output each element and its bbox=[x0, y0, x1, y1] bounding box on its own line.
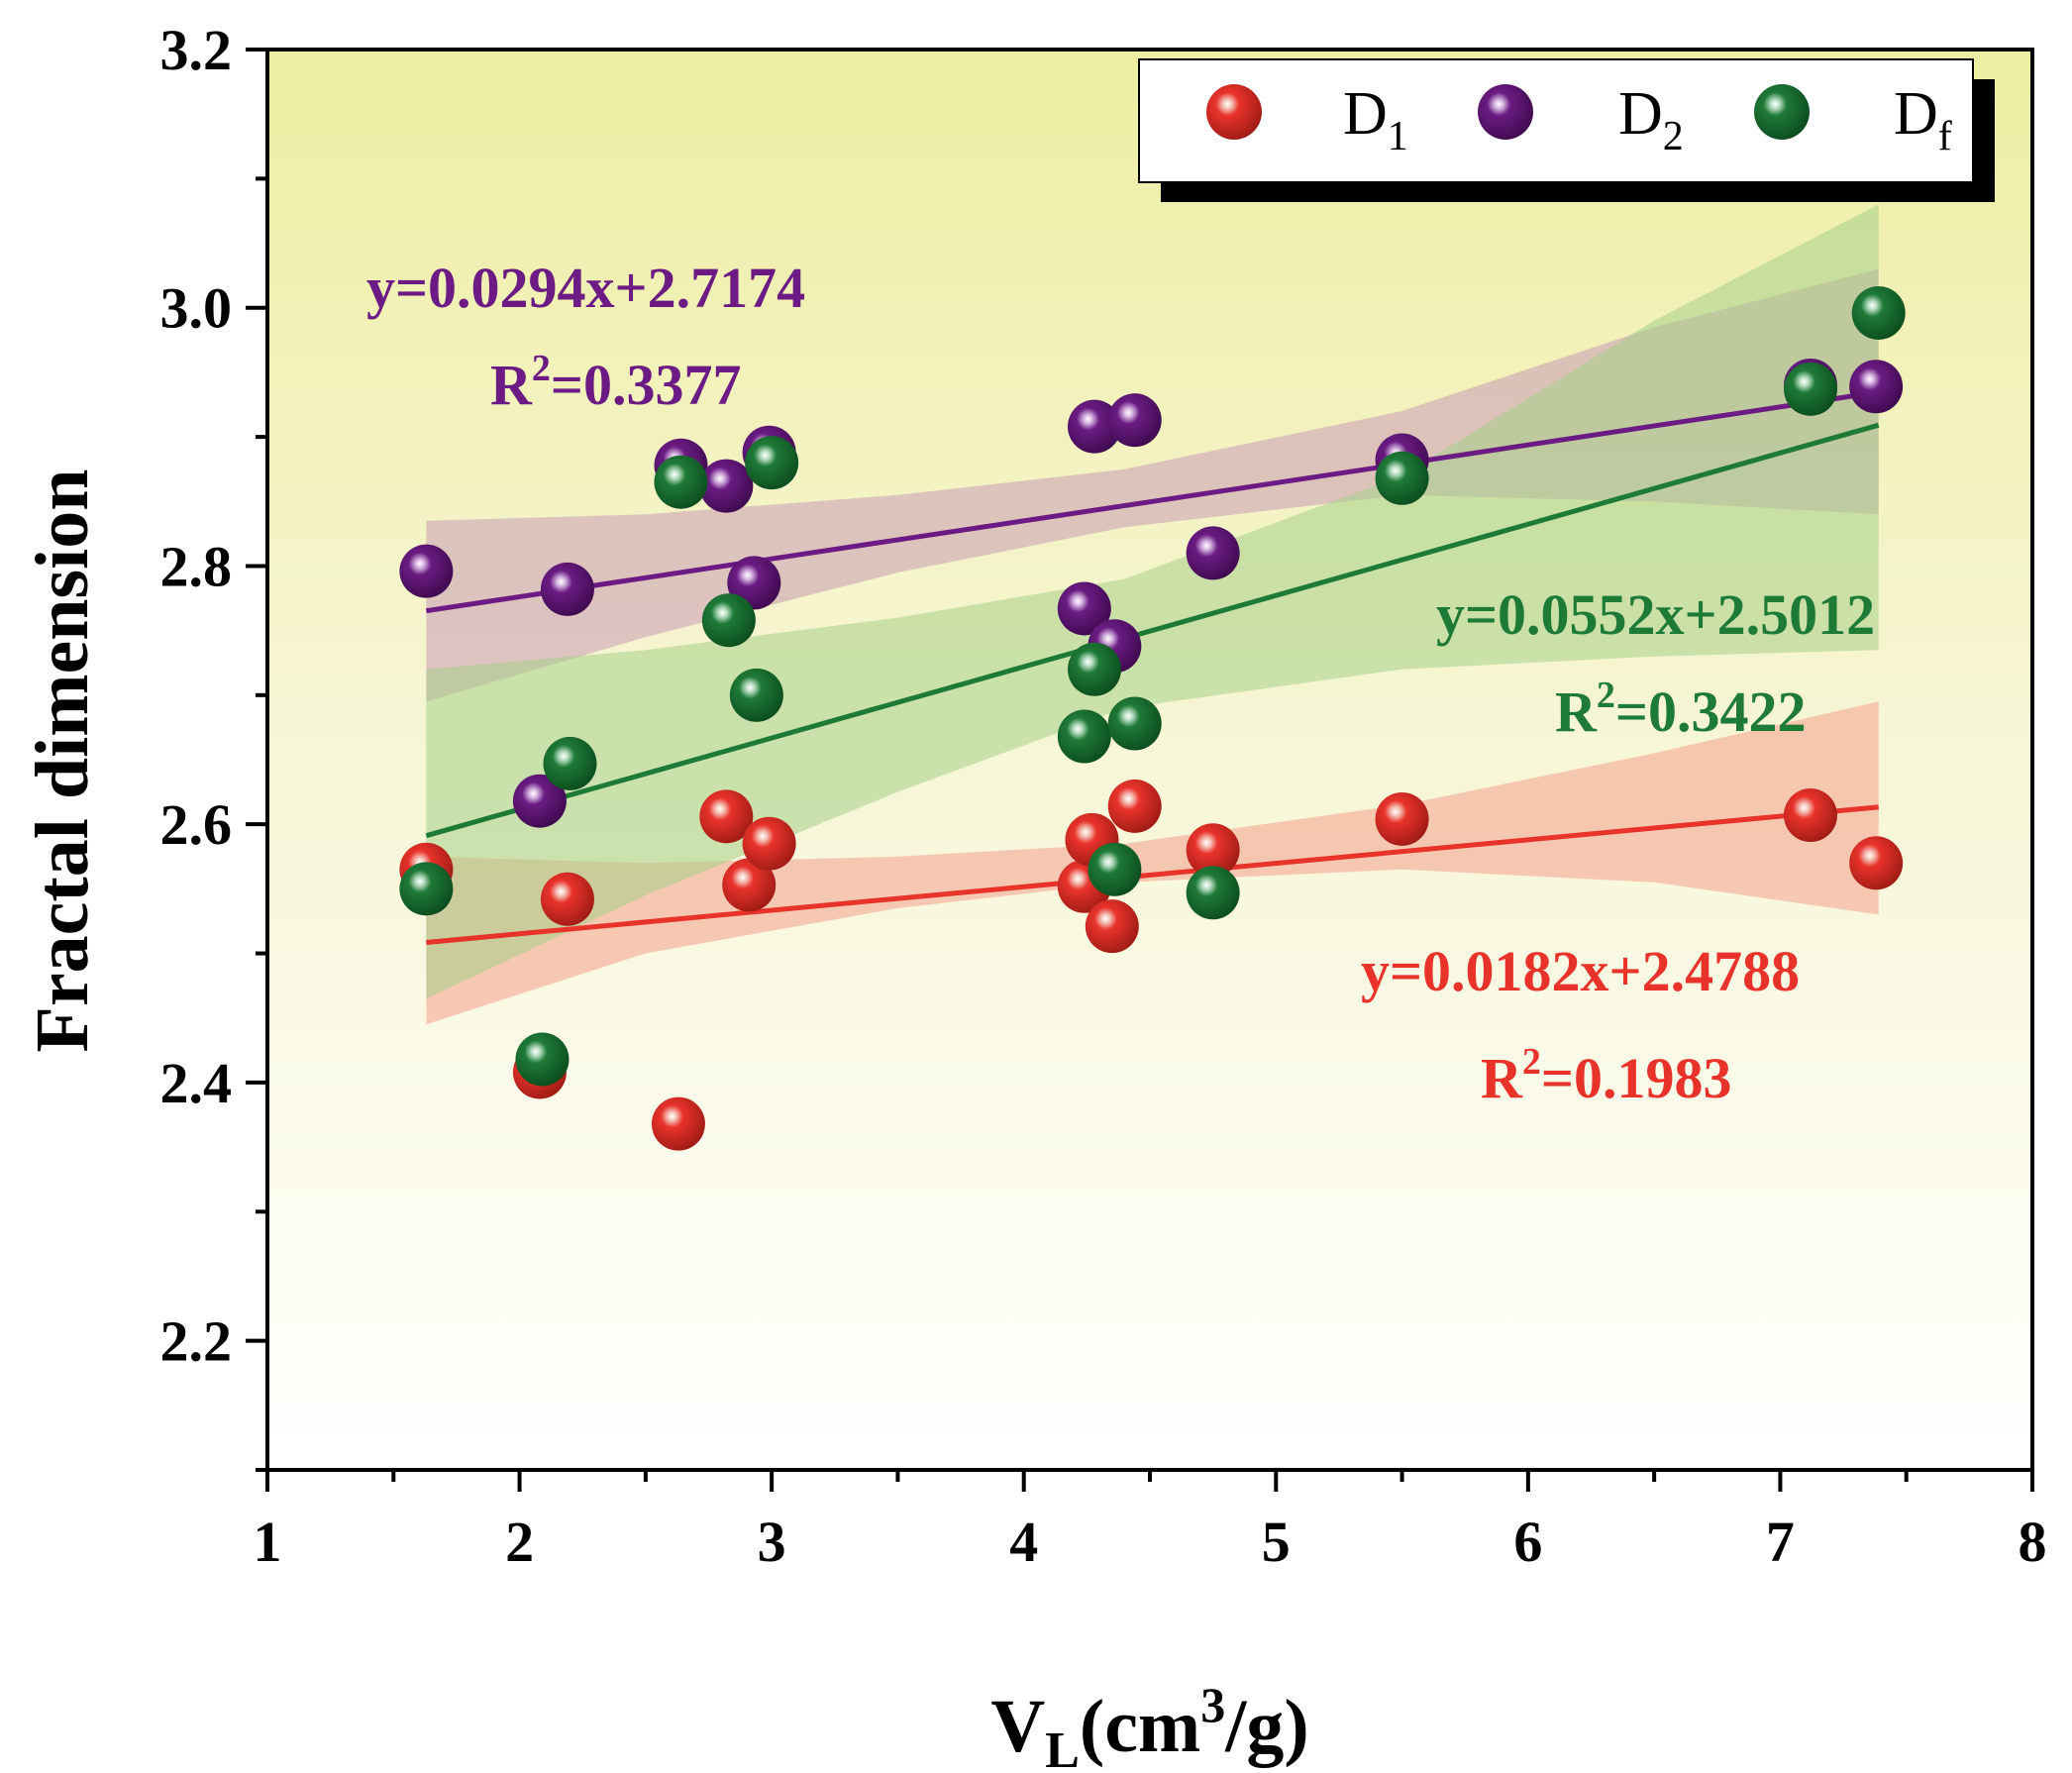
x-tick-label-5: 5 bbox=[1262, 1510, 1291, 1574]
y-tick-label-2.2: 2.2 bbox=[160, 1309, 233, 1374]
point-df-10 bbox=[1107, 696, 1162, 751]
fit-line-d1 bbox=[426, 804, 1879, 945]
point-d2-1 bbox=[512, 774, 567, 828]
point-df-1 bbox=[515, 1032, 570, 1087]
point-df-3 bbox=[654, 455, 708, 509]
point-d1-2 bbox=[540, 872, 594, 926]
point-df-8 bbox=[1067, 642, 1121, 696]
equation-d2: y=0.0294x+2.7174 bbox=[366, 256, 805, 320]
point-df-13 bbox=[1783, 362, 1837, 416]
legend-label-df: Df bbox=[1894, 80, 1952, 159]
legend-marker-df bbox=[1754, 84, 1810, 140]
fit-lines bbox=[425, 389, 1880, 945]
point-df-4 bbox=[701, 593, 756, 648]
confidence-band-d1 bbox=[426, 701, 1879, 1025]
point-d1-14 bbox=[1849, 836, 1904, 890]
y-tick-label-3.2: 3.2 bbox=[160, 18, 233, 82]
y-axis-title: Fractal dimension bbox=[21, 469, 104, 1053]
x-axis-ticks: 1 2 3 4 5 6 7 8 bbox=[254, 1470, 2047, 1574]
point-df-12 bbox=[1375, 451, 1429, 505]
x-tick-label-4: 4 bbox=[1009, 1510, 1038, 1574]
x-tick-label-2: 2 bbox=[505, 1510, 534, 1574]
point-d1-13 bbox=[1783, 788, 1837, 843]
confidence-bands bbox=[426, 204, 1879, 1025]
point-d1-3 bbox=[651, 1096, 705, 1151]
legend-marker-d2 bbox=[1478, 84, 1533, 140]
r2-d2: R2=0.3377 bbox=[490, 348, 741, 417]
point-d2-5 bbox=[727, 556, 781, 610]
confidence-band-df bbox=[426, 204, 1879, 999]
point-df-14 bbox=[1851, 285, 1906, 340]
point-d2-4 bbox=[699, 459, 754, 513]
legend-box bbox=[1138, 58, 1974, 183]
point-d2-0 bbox=[399, 544, 454, 598]
x-tick-label-6: 6 bbox=[1513, 1510, 1542, 1574]
legend: D1 D2 Df bbox=[1138, 58, 1995, 202]
x-tick-label-7: 7 bbox=[1766, 1510, 1795, 1574]
r2-d1: R2=0.1983 bbox=[1481, 1041, 1731, 1110]
point-d1-9 bbox=[1085, 899, 1139, 954]
point-df-2 bbox=[543, 736, 597, 790]
point-d1-11 bbox=[1186, 823, 1240, 878]
confidence-band-d2 bbox=[426, 268, 1879, 702]
annotation-df: y=0.0552x+2.5012 R2=0.3422 bbox=[1436, 582, 1875, 744]
data-points bbox=[399, 285, 1906, 1151]
point-d2-10 bbox=[1107, 393, 1162, 448]
point-df-5 bbox=[729, 668, 783, 722]
point-d2-14 bbox=[1849, 360, 1904, 414]
r2-df: R2=0.3422 bbox=[1555, 675, 1806, 744]
point-df-6 bbox=[745, 436, 799, 490]
point-d1-10 bbox=[1107, 779, 1162, 833]
point-df-7 bbox=[1057, 709, 1111, 764]
equation-d1: y=0.0182x+2.4788 bbox=[1361, 939, 1800, 1003]
x-tick-label-8: 8 bbox=[2019, 1510, 2047, 1574]
point-df-11 bbox=[1186, 866, 1240, 920]
x-axis-title: VL(cm3/g) bbox=[990, 1677, 1308, 1773]
x-axis-title-rest: (cm bbox=[1080, 1685, 1200, 1768]
point-d2-2 bbox=[540, 562, 594, 616]
point-df-9 bbox=[1088, 842, 1142, 896]
equation-df: y=0.0552x+2.5012 bbox=[1436, 582, 1875, 647]
legend-label-d1: D1 bbox=[1343, 80, 1408, 159]
point-d2-7 bbox=[1057, 581, 1111, 636]
y-tick-label-3: 3.0 bbox=[160, 276, 233, 341]
point-d1-6 bbox=[742, 816, 796, 871]
x-tick-label-1: 1 bbox=[254, 1510, 282, 1574]
x-axis-title-end: /g) bbox=[1224, 1685, 1308, 1768]
fit-line-df bbox=[425, 422, 1880, 839]
y-axis-ticks: 2.2 2.4 2.6 2.8 3.0 3.2 bbox=[160, 18, 267, 1472]
point-d2-11 bbox=[1186, 526, 1240, 580]
x-axis-title-sub: L bbox=[1045, 1722, 1080, 1773]
point-d1-12 bbox=[1375, 791, 1429, 846]
annotation-d2: y=0.0294x+2.7174 R2=0.3377 bbox=[366, 256, 805, 417]
x-axis-title-sup: 3 bbox=[1200, 1677, 1225, 1732]
y-tick-label-2.6: 2.6 bbox=[160, 792, 233, 857]
x-tick-label-3: 3 bbox=[758, 1510, 786, 1574]
y-tick-label-2.4: 2.4 bbox=[160, 1051, 233, 1115]
point-d1-4 bbox=[699, 789, 754, 844]
point-d2-8 bbox=[1067, 399, 1121, 454]
y-tick-label-2.8: 2.8 bbox=[160, 534, 233, 598]
legend-marker-d1 bbox=[1206, 84, 1262, 140]
point-df-0 bbox=[399, 862, 454, 916]
annotation-d1: y=0.0182x+2.4788 R2=0.1983 bbox=[1361, 939, 1800, 1110]
point-d1-5 bbox=[722, 858, 777, 912]
legend-label-d2: D2 bbox=[1618, 80, 1684, 159]
fit-line-d2 bbox=[426, 389, 1880, 614]
